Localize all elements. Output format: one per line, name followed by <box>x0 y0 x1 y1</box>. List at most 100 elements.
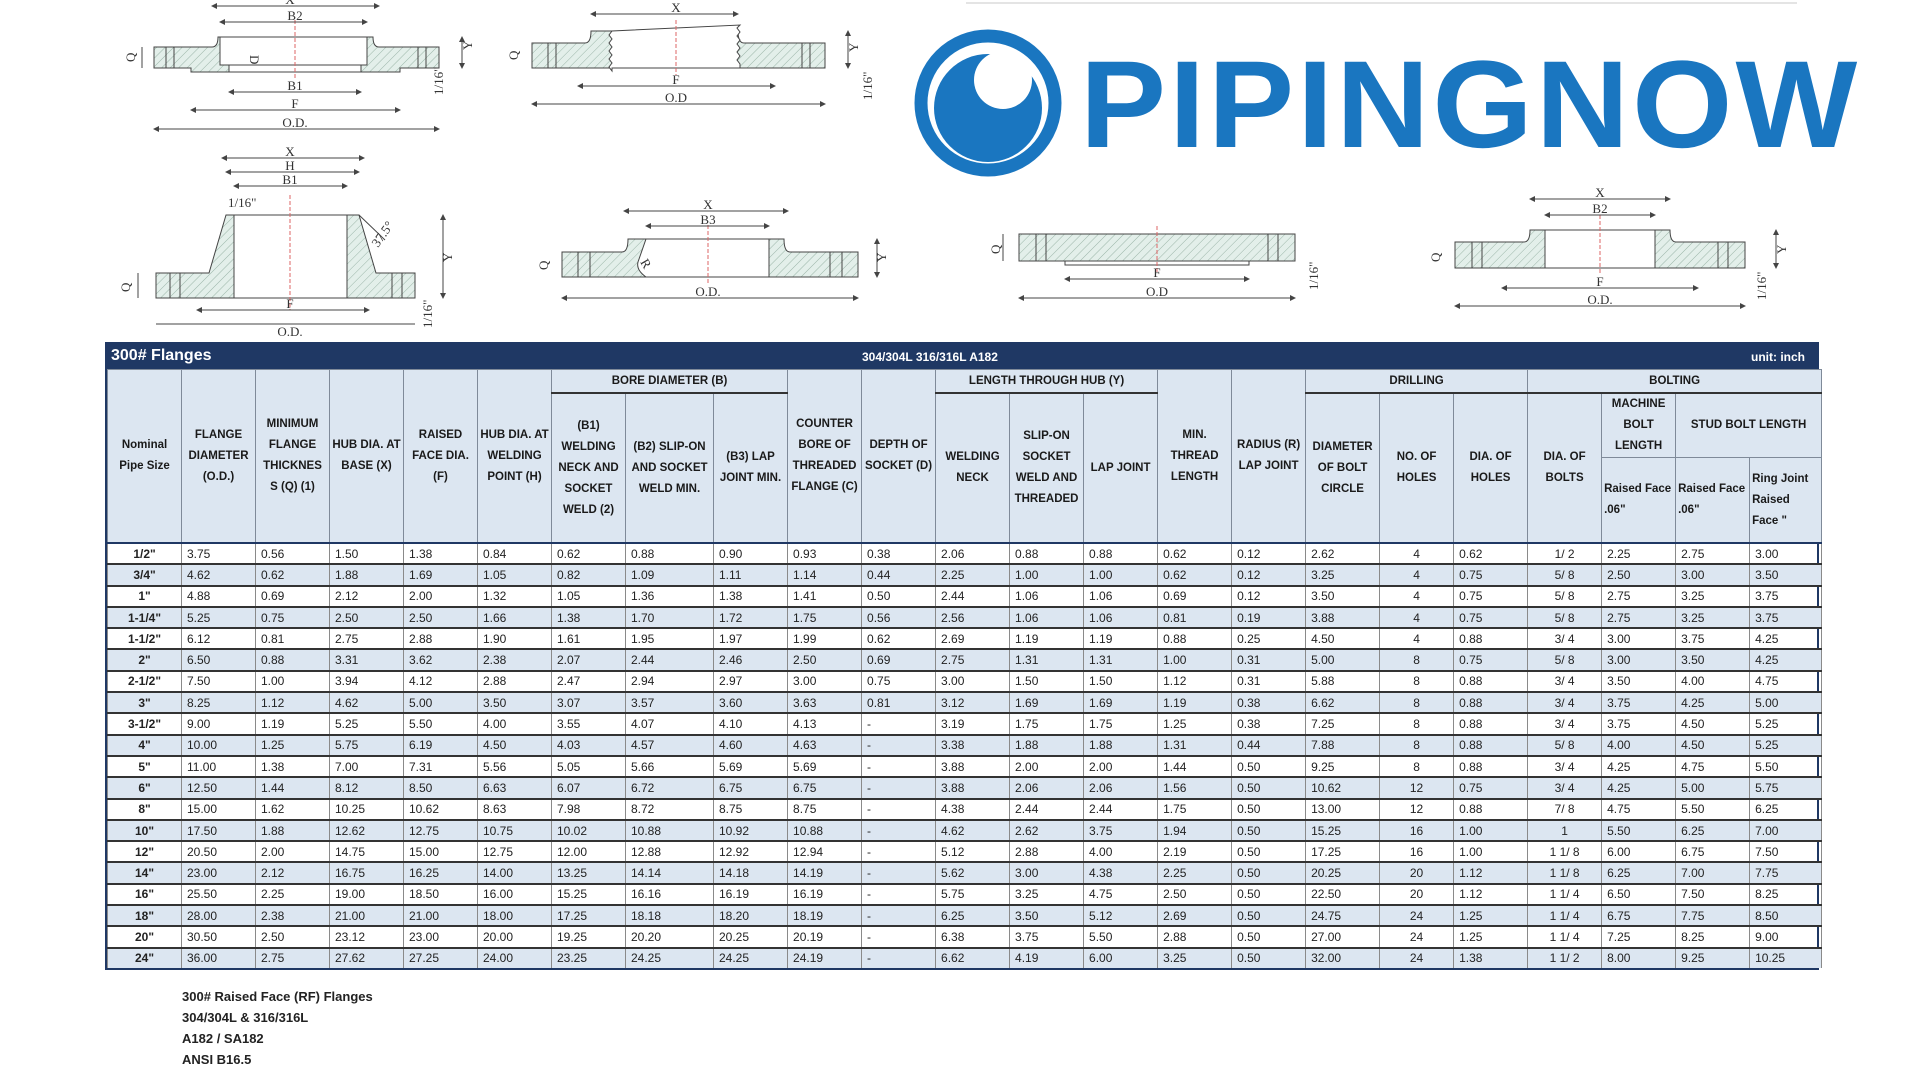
table-cell: 3.60 <box>712 691 789 714</box>
header-bolting: BOLTING <box>1527 369 1823 394</box>
table-cell: 5.00 <box>403 691 478 714</box>
table-cell: 2.75 <box>1601 584 1677 607</box>
table-cell: 1.12 <box>255 691 330 714</box>
note-line: ANSI B16.5 <box>182 1052 252 1067</box>
table-cell: 7.31 <box>403 754 478 778</box>
table-cell: 0.90 <box>712 541 789 565</box>
table-cell: 7.25 <box>1305 712 1381 735</box>
header-hub-welding-point: HUB DIA. AT WELDING POINT (H) <box>477 369 552 544</box>
table-cell: 1.14 <box>787 563 863 586</box>
table-cell: 30.50 <box>181 925 256 948</box>
table-cell: 0.62 <box>551 541 626 565</box>
drawing-label: Q <box>536 260 551 270</box>
table-cell: 1.69 <box>1083 691 1159 714</box>
table-cell: 25.50 <box>181 882 256 906</box>
table-cell: 3/ 4 <box>1527 776 1603 799</box>
table-cell: 4.25 <box>1749 648 1823 671</box>
table-cell: 16.75 <box>329 861 404 884</box>
table-cell: 2.00 <box>403 584 478 607</box>
table-cell: 0.75 <box>1453 648 1529 671</box>
table-cell: 7.75 <box>1675 904 1751 927</box>
table-cell: 5.62 <box>935 861 1011 884</box>
table-cell: 2.25 <box>1157 861 1233 884</box>
socket-weld-flange-drawing <box>1454 196 1779 309</box>
table-cell: 1.00 <box>1083 563 1159 586</box>
header-drilling: DRILLING <box>1305 369 1529 394</box>
table-cell: 10.62 <box>1305 776 1381 799</box>
table-cell: 1.97 <box>712 627 789 650</box>
drawing-label: 1/16" <box>860 72 875 100</box>
table-cell: 8.12 <box>329 776 404 799</box>
header-stud-rj: Ring Joint Raised Face " <box>1749 457 1823 544</box>
table-cell: 1.25 <box>1453 904 1529 927</box>
table-cell: 0.84 <box>477 541 552 565</box>
table-cell: 24.25 <box>712 946 789 968</box>
table-cell: 24 <box>1379 946 1455 968</box>
table-cell: 0.19 <box>1231 605 1307 629</box>
table-cell: 12.50 <box>181 776 256 799</box>
pipe-size-cell: 8" <box>107 797 182 820</box>
drawing-label: Q <box>506 50 521 60</box>
table-cell: 0.88 <box>1157 627 1233 650</box>
header-socket-depth: DEPTH OF SOCKET (D) <box>861 369 937 544</box>
table-cell: 10.92 <box>712 818 789 842</box>
table-cell: 5.50 <box>1601 818 1677 842</box>
table-cell: 1.88 <box>1009 733 1085 756</box>
table-cell: 7.50 <box>181 669 256 693</box>
table-cell: 28.00 <box>181 904 256 927</box>
table-cell: 5.88 <box>1305 669 1381 693</box>
table-cell: - <box>861 712 937 735</box>
table-cell: 1.09 <box>625 563 714 586</box>
table-cell: 0.62 <box>255 563 330 586</box>
table-row: 3" 8.25 1.12 4.62 5.00 3.50 3.07 3.57 3.60 3.63 0.… <box>107 691 1823 714</box>
table-cell: 1.05 <box>477 563 552 586</box>
table-cell: 8 <box>1379 754 1455 778</box>
table-cell: 20.19 <box>787 925 863 948</box>
table-cell: 0.62 <box>1453 541 1529 565</box>
divider <box>966 2 1797 4</box>
table-cell: 0.69 <box>861 648 937 671</box>
table-cell: 1.72 <box>712 605 789 629</box>
table-cell: - <box>861 861 937 884</box>
table-cell: 10.88 <box>787 818 863 842</box>
table-cell: 6.07 <box>551 776 626 799</box>
header-machine-rf: Raised Face .06" <box>1601 457 1677 544</box>
table-cell: 3.00 <box>1009 861 1085 884</box>
table-cell: 1.19 <box>1083 627 1159 650</box>
table-cell: 3.00 <box>787 669 863 693</box>
table-cell: 0.50 <box>861 584 937 607</box>
drawing-label: X <box>703 197 713 212</box>
table-cell: 0.82 <box>551 563 626 586</box>
table-cell: 24 <box>1379 904 1455 927</box>
table-cell: 1.50 <box>1009 669 1085 693</box>
table-title-bar: 300# Flanges 304/304L 316/316L A182 unit… <box>107 344 1817 369</box>
table-cell: 2.69 <box>935 627 1011 650</box>
table-cell: 3.25 <box>1675 605 1751 629</box>
header-thread-length: MIN. THREAD LENGTH <box>1157 369 1233 544</box>
table-cell: 1.88 <box>1083 733 1159 756</box>
table-cell: 14.00 <box>477 861 552 884</box>
table-cell: 1.12 <box>1157 669 1233 693</box>
table-cell: 1.38 <box>403 541 478 565</box>
table-cell: 1.75 <box>1083 712 1159 735</box>
drawing-label: O.D. <box>1587 292 1612 307</box>
table-row: 16" 25.50 2.25 19.00 18.50 16.00 15.25 16.16 16.… <box>107 882 1823 906</box>
table-cell: 13.00 <box>1305 797 1381 820</box>
table-cell: 5.50 <box>1083 925 1159 948</box>
table-cell: 1.69 <box>1009 691 1085 714</box>
drawing-label: B1 <box>287 78 302 93</box>
table-cell: 2.00 <box>255 840 330 863</box>
table-cell: 0.50 <box>1231 754 1307 778</box>
table-cell: 6.19 <box>403 733 478 756</box>
table-cell: 3.07 <box>551 691 626 714</box>
table-cell: 15.25 <box>551 882 626 906</box>
table-cell: 18.19 <box>787 904 863 927</box>
table-cell: 1.62 <box>255 797 330 820</box>
table-cell: 0.88 <box>1453 712 1529 735</box>
blind-flange-drawing <box>1002 226 1296 301</box>
table-row: 1" 4.88 0.69 2.12 2.00 1.32 1.05 1.36 1.38 1.41 0.… <box>107 584 1823 607</box>
table-cell: 2.47 <box>551 669 626 693</box>
table-cell: 8.25 <box>181 691 256 714</box>
table-cell: 16 <box>1379 840 1455 863</box>
header-stud-rf: Raised Face .06" <box>1675 457 1751 544</box>
